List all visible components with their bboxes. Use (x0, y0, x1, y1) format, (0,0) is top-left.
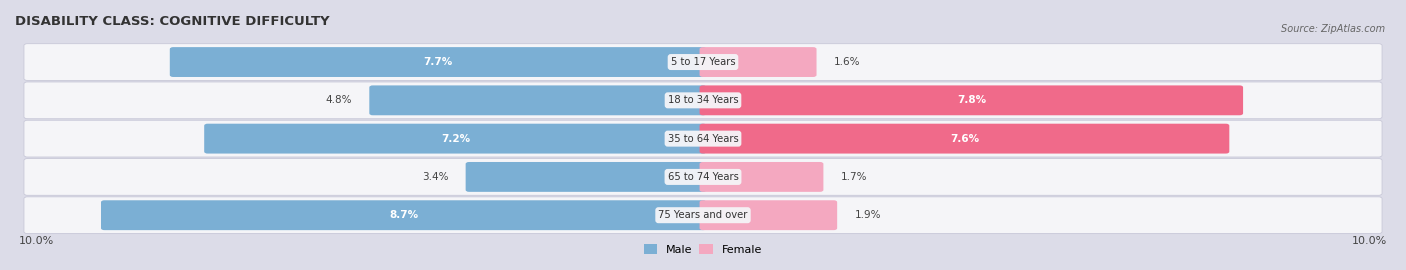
Text: 4.8%: 4.8% (326, 95, 352, 105)
Text: 7.2%: 7.2% (440, 134, 470, 144)
FancyBboxPatch shape (24, 82, 1382, 119)
FancyBboxPatch shape (204, 124, 706, 154)
Text: 1.6%: 1.6% (834, 57, 860, 67)
FancyBboxPatch shape (700, 85, 1243, 115)
FancyBboxPatch shape (700, 162, 824, 192)
Text: 7.7%: 7.7% (423, 57, 453, 67)
Text: 5 to 17 Years: 5 to 17 Years (671, 57, 735, 67)
FancyBboxPatch shape (24, 197, 1382, 234)
Text: Source: ZipAtlas.com: Source: ZipAtlas.com (1281, 24, 1385, 34)
FancyBboxPatch shape (24, 44, 1382, 80)
FancyBboxPatch shape (700, 124, 1229, 154)
Text: 75 Years and over: 75 Years and over (658, 210, 748, 220)
Text: 8.7%: 8.7% (389, 210, 418, 220)
Text: 7.6%: 7.6% (950, 134, 979, 144)
FancyBboxPatch shape (465, 162, 706, 192)
Text: 1.7%: 1.7% (841, 172, 868, 182)
FancyBboxPatch shape (24, 158, 1382, 195)
Text: 7.8%: 7.8% (956, 95, 986, 105)
FancyBboxPatch shape (700, 200, 837, 230)
Text: 10.0%: 10.0% (18, 236, 53, 246)
Text: 35 to 64 Years: 35 to 64 Years (668, 134, 738, 144)
FancyBboxPatch shape (700, 47, 817, 77)
Text: 10.0%: 10.0% (1353, 236, 1388, 246)
Text: 1.9%: 1.9% (855, 210, 882, 220)
FancyBboxPatch shape (101, 200, 706, 230)
Text: DISABILITY CLASS: COGNITIVE DIFFICULTY: DISABILITY CLASS: COGNITIVE DIFFICULTY (15, 15, 329, 28)
FancyBboxPatch shape (370, 85, 706, 115)
FancyBboxPatch shape (24, 120, 1382, 157)
Legend: Male, Female: Male, Female (644, 244, 762, 255)
Text: 65 to 74 Years: 65 to 74 Years (668, 172, 738, 182)
Text: 3.4%: 3.4% (422, 172, 449, 182)
FancyBboxPatch shape (170, 47, 706, 77)
Text: 18 to 34 Years: 18 to 34 Years (668, 95, 738, 105)
